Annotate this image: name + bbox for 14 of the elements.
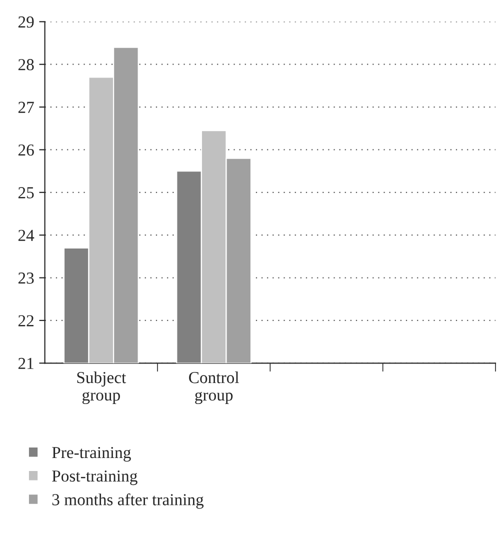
y-tick-label: 27 — [18, 102, 34, 113]
legend-label: Post-training — [52, 470, 138, 486]
y-tick-label: 23 — [18, 272, 34, 284]
x-tick-label: Control group — [189, 371, 239, 404]
y-tick-label: 29 — [18, 16, 34, 28]
y-tick-label: 21 — [18, 358, 34, 369]
legend-label: 3 months after training — [52, 493, 204, 509]
x-tick-label: Subject group — [77, 371, 126, 404]
y-tick-label: 28 — [18, 59, 34, 70]
y-tick-label: 22 — [18, 315, 34, 326]
legend-label: Pre-training — [52, 446, 131, 462]
y-tick-label: 26 — [18, 144, 34, 156]
y-tick-label: 24 — [18, 230, 34, 241]
y-tick-label: 25 — [18, 187, 34, 198]
